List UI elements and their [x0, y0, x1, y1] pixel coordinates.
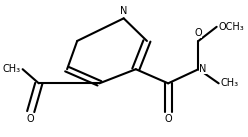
Text: N: N [120, 5, 127, 15]
Text: OCH₃: OCH₃ [219, 22, 245, 32]
Text: CH₃: CH₃ [221, 78, 239, 88]
Text: O: O [195, 28, 202, 38]
Text: O: O [164, 114, 172, 124]
Text: O: O [27, 114, 34, 124]
Text: CH₃: CH₃ [2, 64, 21, 74]
Text: N: N [199, 64, 207, 74]
